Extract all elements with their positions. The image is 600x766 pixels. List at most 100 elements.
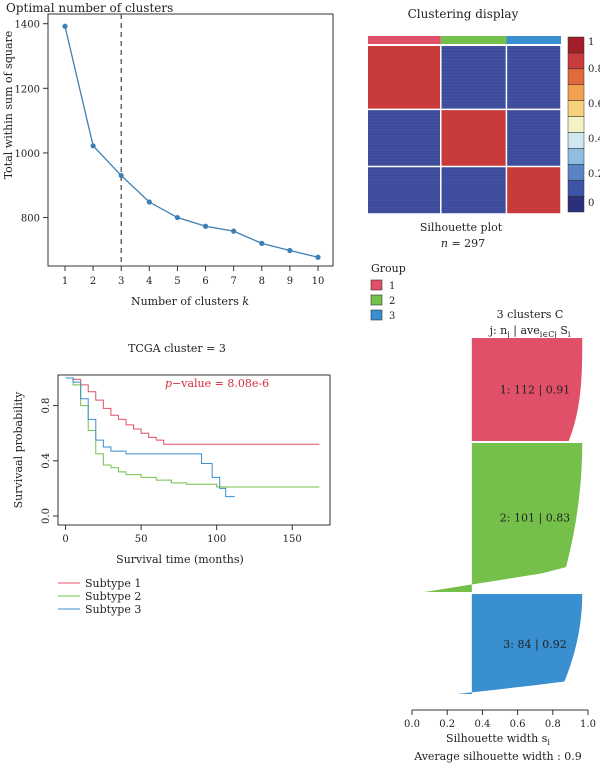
- elbow-point: [62, 23, 68, 29]
- colorbar-tick-label: 0.2: [588, 169, 600, 180]
- group-legend-label: 1: [389, 281, 395, 292]
- elbow-x-tick-label: 9: [287, 276, 293, 287]
- heatmap-row-stripe: [368, 173, 561, 175]
- survival-curve-2: [65, 377, 320, 488]
- elbow-x-label: Number of clusters k: [131, 295, 249, 308]
- silhouette-bars: 1: 112 | 0.91 2: 101 | 0.83 3: 84 | 0.92: [424, 338, 583, 694]
- colorbar-cell: [567, 148, 585, 165]
- colorbar-tick-label: 0.4: [588, 134, 600, 145]
- colorbar-cell: [567, 179, 585, 197]
- silhouette-x-tick-label: 0.0: [404, 719, 420, 730]
- silhouette-chart: 3 clusters C j: nj | avei∈Cj Si 1: 112 |…: [404, 308, 596, 763]
- survival-y-tick-label: 0.8: [41, 398, 52, 414]
- survival-x-tick-label: 100: [207, 534, 226, 545]
- survival-legend-label: Subtype 1: [85, 577, 141, 590]
- heatmap-row-stripe: [368, 178, 561, 180]
- survival-x-label: Survival time (months): [116, 553, 244, 566]
- group-bar-segment: [440, 36, 507, 44]
- elbow-point: [231, 228, 237, 234]
- heatmap-row-stripe: [368, 68, 561, 70]
- heatmap-chart: Clustering display 0 0.2 0.4 0.6 0.8 1: [368, 7, 600, 215]
- group-legend: Group 1 2 3: [370, 262, 406, 322]
- colorbar-cell: [567, 100, 585, 117]
- elbow-x-tick-label: 4: [146, 276, 152, 287]
- elbow-x-tick-label: 10: [312, 276, 325, 287]
- heatmap-title: Clustering display: [408, 7, 519, 21]
- group-bar-segment: [506, 36, 561, 44]
- survival-ticks: 0 50 100 150 0.0 0.4 0.8: [41, 398, 302, 545]
- survival-x-tick-label: 150: [283, 534, 302, 545]
- silhouette-clusters-title: 3 clusters C: [497, 308, 564, 321]
- elbow-y-tick-label: 1000: [15, 149, 40, 160]
- heatmap-row-stripe: [368, 52, 561, 54]
- colorbar-cell: [567, 116, 585, 133]
- heatmap-row-stripe: [368, 90, 561, 92]
- heatmap-row-stripe: [368, 58, 561, 61]
- heatmap-row-stripe: [368, 180, 561, 182]
- heatmap-row-stripe: [368, 80, 561, 83]
- colorbar-tick-label: 0: [588, 198, 594, 209]
- colorbar-cell: [567, 195, 585, 213]
- group-legend-label: 3: [389, 311, 395, 322]
- group-legend-swatch: [370, 294, 383, 306]
- heatmap-row-stripe: [368, 192, 561, 194]
- heatmap-row-stripe: [368, 96, 561, 99]
- elbow-y-tick-label: 1400: [15, 20, 40, 31]
- group-legend-title: Group: [371, 262, 406, 275]
- heatmap-row-stripe: [368, 197, 561, 199]
- colorbar-tick-label: 0.8: [588, 64, 600, 75]
- elbow-point: [315, 254, 321, 260]
- heatmap-row-stripe: [368, 87, 561, 89]
- silhouette-cluster-label: 3: 84 | 0.92: [503, 638, 566, 652]
- silhouette-x-tick-label: 0.2: [439, 719, 455, 730]
- survival-lines: [65, 377, 320, 498]
- silhouette-cluster-label: 2: 101 | 0.83: [500, 512, 570, 526]
- heatmap-row-stripe: [368, 168, 561, 171]
- heatmap-row-stripe: [368, 211, 561, 213]
- elbow-y-tick-label: 1200: [15, 84, 40, 95]
- silhouette-n: n = 297: [441, 237, 485, 250]
- survival-plot-frame: [57, 374, 331, 526]
- survival-x-tick-label: 50: [135, 534, 148, 545]
- survival-y-tick-label: 0.0: [41, 508, 52, 524]
- heatmap-row-stripe: [368, 61, 561, 64]
- elbow-y-tick-label: 800: [21, 214, 40, 225]
- elbow-point: [174, 214, 181, 221]
- heatmap-row-stripe: [368, 55, 561, 58]
- heatmap-colorbar: 0 0.2 0.4 0.6 0.8 1: [567, 36, 600, 213]
- survival-legend-label: Subtype 2: [85, 590, 141, 603]
- elbow-chart: Optimal number of clusters Total within …: [2, 1, 334, 308]
- group-legend-swatch: [370, 309, 383, 321]
- elbow-point: [287, 247, 293, 254]
- silhouette-x-tick-label: 0.4: [474, 719, 490, 730]
- silhouette-cluster-label: 1: 112 | 0.91: [500, 384, 570, 398]
- survival-curve-1: [65, 377, 320, 445]
- elbow-x-tick-label: 6: [202, 276, 208, 287]
- colorbar-cell: [567, 52, 585, 70]
- silhouette-cluster-3: [457, 594, 583, 694]
- heatmap-row-stripe: [368, 84, 561, 86]
- heatmap-row-stripe: [368, 77, 561, 80]
- heatmap-row-stripe: [368, 99, 561, 102]
- colorbar-cell: [567, 164, 585, 181]
- heatmap-row-stripe: [368, 74, 561, 77]
- elbow-x-tick-label: 5: [174, 276, 180, 287]
- heatmap-row-stripe: [368, 199, 561, 201]
- silhouette-axis: 0.0 0.2 0.4 0.6 0.8 1.0: [404, 709, 596, 730]
- heatmap-row-stripe: [368, 46, 561, 48]
- colorbar-cell: [567, 132, 585, 149]
- heatmap-row-stripe: [368, 175, 561, 178]
- elbow-plot-frame: [47, 13, 334, 267]
- survival-x-tick-label: 0: [62, 534, 68, 545]
- elbow-ticks: 1 2 3 4 5 6 7 8 9 10 800 1000 1200 1400: [15, 20, 325, 287]
- heatmap-row-stripe: [368, 202, 561, 204]
- elbow-point: [202, 223, 209, 229]
- group-legend-label: 2: [389, 296, 395, 307]
- heatmap-row-stripe: [368, 190, 561, 192]
- heatmap-diagonal-block: [368, 46, 441, 110]
- heatmap-group-bar: [368, 36, 561, 44]
- heatmap-cells: [368, 46, 562, 215]
- heatmap-row-stripe: [368, 49, 561, 51]
- elbow-point: [118, 172, 124, 179]
